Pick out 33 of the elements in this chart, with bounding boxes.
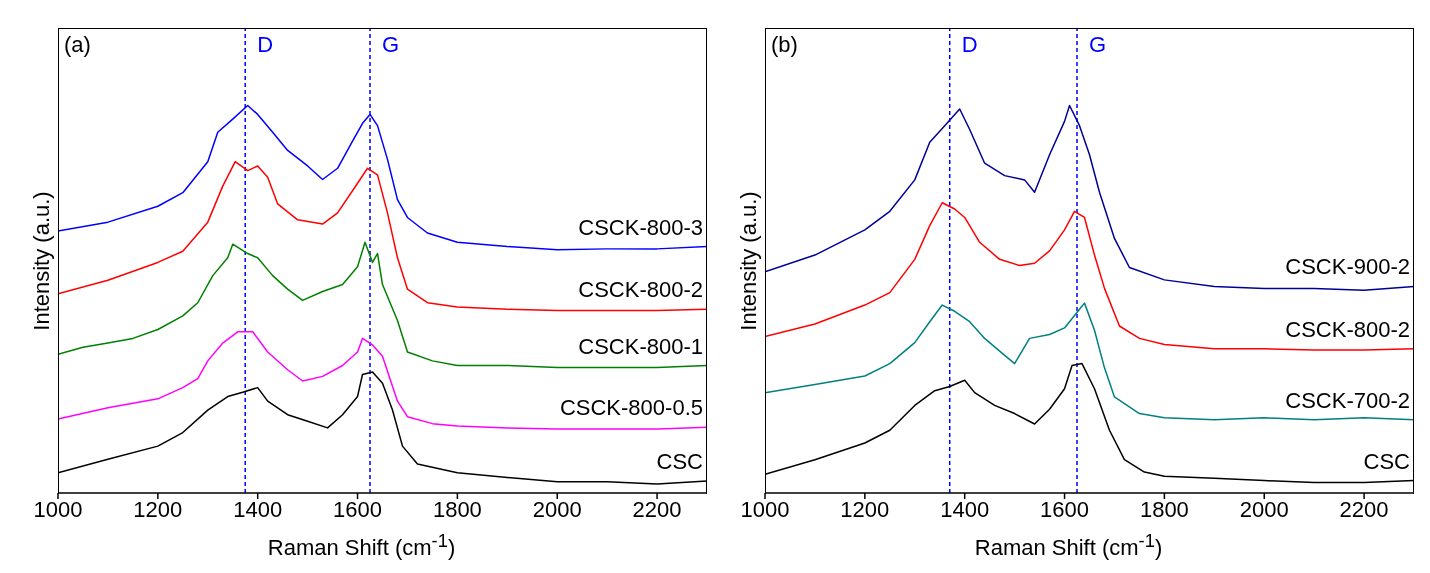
- x-tick-label: 2000: [1239, 496, 1289, 522]
- text: (a): [64, 32, 91, 58]
- y-axis-title: Intensity (a.u.): [29, 190, 55, 331]
- series-label: CSCK-800-0.5: [559, 395, 703, 421]
- series-label: CSCK-700-2: [1285, 387, 1410, 413]
- x-axis-title: Raman Shift (cm$^{-1}$): [973, 529, 1164, 561]
- x-tick-label: 1200: [133, 496, 183, 522]
- x-tick-label: 1800: [432, 496, 482, 522]
- ref-line-label: G: [1089, 32, 1107, 57]
- series-label: CSC: [656, 448, 704, 474]
- x-tick-label: 2000: [532, 496, 582, 522]
- x-tick-label: 1000: [33, 496, 83, 522]
- series-label: CSCK-800-2: [1285, 316, 1410, 342]
- y-axis-title: Intensity (a.u.): [736, 190, 762, 331]
- x-tick-label: 2200: [632, 496, 682, 522]
- x-axis-title: Raman Shift (cm$^{-1}$): [266, 529, 457, 561]
- series-label: CSCK-800-3: [578, 214, 703, 240]
- series-label: CSC: [1363, 448, 1411, 474]
- series-label: CSCK-800-1: [578, 333, 703, 359]
- text: (b): [771, 32, 798, 58]
- series-label: CSCK-800-2: [578, 277, 703, 303]
- x-tick-label: 1400: [940, 496, 990, 522]
- x-tick-label: 2200: [1339, 496, 1389, 522]
- ref-line-label: D: [257, 32, 274, 57]
- x-tick-label: 1600: [333, 496, 383, 522]
- x-tick-label: 1800: [1139, 496, 1189, 522]
- series-label: CSCK-900-2: [1285, 254, 1410, 280]
- ref-line-label: D: [961, 32, 978, 57]
- x-tick-label: 1200: [840, 496, 890, 522]
- x-tick-label: 1400: [233, 496, 283, 522]
- ref-line-label: G: [382, 32, 400, 57]
- x-tick-label: 1000: [740, 496, 790, 522]
- x-tick-label: 1600: [1040, 496, 1090, 522]
